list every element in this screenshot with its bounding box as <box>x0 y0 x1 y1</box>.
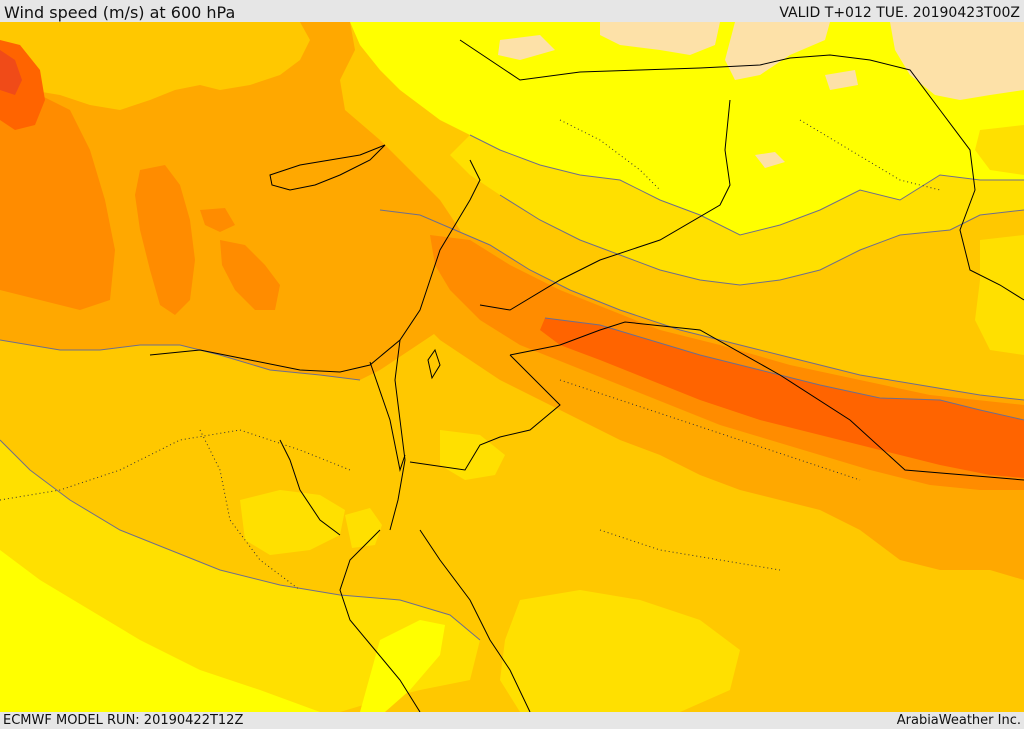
band-yellow-northeast <box>975 125 1024 175</box>
band-yellow-north <box>450 135 1024 285</box>
band-yellow-egypt <box>240 490 345 555</box>
band-light-orange-west <box>0 22 470 380</box>
band-dark-orange-jet-core <box>540 318 1024 478</box>
map-canvas <box>0 22 1024 712</box>
footer-bar: ECMWF MODEL RUN: 20190422T12Z ArabiaWeat… <box>0 712 1024 729</box>
dead-sea <box>427 348 441 380</box>
band-orange-streak-2 <box>220 240 280 310</box>
map-title: Wind speed (m/s) at 600 hPa <box>4 3 236 22</box>
credit: ArabiaWeather Inc. <box>896 713 1021 728</box>
model-run: ECMWF MODEL RUN: 20190422T12Z <box>3 713 244 728</box>
band-orange-streak-3 <box>200 208 235 232</box>
contour-lines <box>0 134 1024 641</box>
valid-time: VALID T+012 TUE. 20190423T00Z <box>779 5 1020 21</box>
band-gold-southeast <box>880 585 1024 712</box>
band-orange-west <box>0 95 115 310</box>
band-yellow-sinai <box>345 508 382 548</box>
coastlines <box>149 144 531 712</box>
band-light-yellow-redsea <box>360 620 445 712</box>
band-very-light-3 <box>890 22 1024 100</box>
political-borders <box>369 39 1024 481</box>
cyprus-coast <box>269 144 386 191</box>
band-yellow-jordan <box>440 430 505 480</box>
band-yellow-arabia <box>500 590 740 712</box>
band-light-yellow-southwest <box>0 550 320 712</box>
band-red-orange-northwest <box>0 50 22 95</box>
header-bar: Wind speed (m/s) at 600 hPa VALID T+012 … <box>0 0 1024 22</box>
wind-speed-map[interactable] <box>0 22 1024 712</box>
band-very-light-4 <box>498 35 555 60</box>
band-very-light-5 <box>755 152 785 168</box>
province-borders <box>0 119 941 591</box>
band-gold-northwest <box>0 22 310 110</box>
band-very-light-6 <box>825 70 858 90</box>
band-very-light-1 <box>600 22 720 55</box>
band-orange-streak-1 <box>135 165 195 315</box>
band-yellow-east <box>975 235 1024 355</box>
